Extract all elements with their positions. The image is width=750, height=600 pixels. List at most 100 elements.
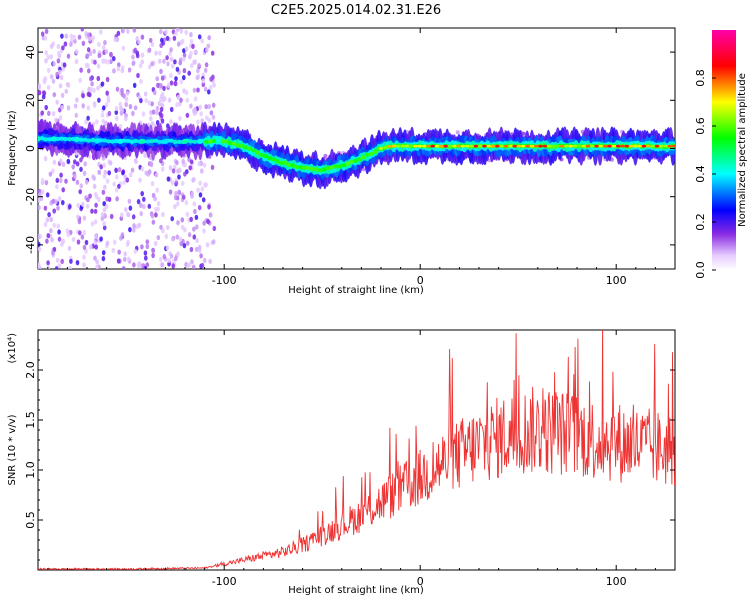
- spectrogram-noise-point: [212, 82, 216, 88]
- spectrogram-noise-point: [177, 190, 182, 196]
- spectrogram-noise-point: [49, 228, 53, 234]
- spectrogram-peak-point: [616, 144, 621, 148]
- spectrogram-noise-point: [58, 69, 62, 75]
- spectrogram-noise-point: [82, 170, 87, 176]
- spectrogram-ridge-cell: [266, 155, 272, 161]
- spectrogram-ridge-cell: [207, 139, 214, 144]
- spectrogram-noise-point: [140, 191, 144, 197]
- spectrogram-ridge-cell: [278, 160, 284, 165]
- spectrogram-noise-point: [139, 98, 143, 104]
- snr-x-axis-label: Height of straight line (km): [288, 585, 424, 596]
- spectrogram-noise-point: [102, 105, 106, 111]
- spectrogram-noise-point: [145, 170, 149, 176]
- spectrogram-noise-point: [112, 239, 117, 245]
- spectrogram-noise-point: [79, 157, 83, 163]
- spectrogram-noise-point: [185, 240, 190, 246]
- spectrogram-noise-point: [189, 63, 194, 69]
- spectrogram-peak-point: [215, 138, 222, 144]
- spectrogram-noise-point: [90, 208, 94, 214]
- spectrogram-noise-point: [62, 62, 67, 68]
- spectrogram-noise-point: [82, 244, 87, 250]
- spectrogram-noise-point: [77, 219, 82, 225]
- spectrogram-noise-point: [160, 102, 165, 108]
- spectrogram-noise-point: [123, 256, 127, 262]
- spectrogram-noise-point: [133, 248, 138, 254]
- spectrogram-noise-point: [95, 264, 99, 269]
- spectrogram-noise-point: [159, 29, 163, 35]
- spectrogram-ridge-cell: [156, 139, 163, 144]
- snr-y-tick-label: 1.0: [24, 461, 37, 479]
- spectrogram-noise-point: [134, 159, 138, 165]
- spectrogram-noise-point: [101, 45, 106, 51]
- snr-x-tick-label: 100: [606, 575, 627, 588]
- spectrogram-peak-point: [486, 144, 491, 148]
- spectrogram-noise-point: [175, 160, 179, 166]
- spectrogram-noise-point: [144, 97, 148, 103]
- spectrogram-noise-point: [103, 40, 107, 46]
- spectrogram-peak-point: [490, 144, 496, 148]
- spectrogram-noise-point: [84, 239, 89, 246]
- spectrogram-peak-point: [603, 144, 608, 148]
- spectrogram-noise-point: [125, 90, 130, 96]
- spectrogram-peak-point: [559, 144, 565, 148]
- spectrogram-peak-point: [508, 144, 513, 148]
- spectrogram-x-tick-label: 100: [606, 274, 627, 287]
- spectrogram-noise-point: [166, 61, 170, 67]
- colorbar-tick-label: 0.2: [694, 213, 707, 231]
- spectrogram-noise-point: [204, 62, 209, 68]
- spectrogram-noise-point: [64, 88, 69, 94]
- spectrogram-noise-point: [128, 227, 132, 233]
- spectrogram-peak-point: [404, 144, 410, 148]
- colorbar-gradient: [712, 30, 736, 270]
- spectrogram-x-ticks: -100 0 100: [47, 28, 676, 287]
- spectrogram-noise-point: [153, 196, 157, 202]
- spectrogram-noise-point: [205, 47, 209, 53]
- spectrogram-ridge-cell: [227, 140, 233, 145]
- spectrogram-noise-point: [103, 184, 107, 190]
- spectrogram-noise-point: [196, 187, 200, 193]
- spectrogram-noise-point: [58, 83, 63, 89]
- spectrogram-noise-point: [128, 205, 133, 211]
- spectrogram-noise-point: [105, 240, 110, 246]
- spectrogram-noise-point: [124, 96, 129, 102]
- spectrogram-noise-point: [208, 85, 213, 91]
- spectrogram-noise-point: [61, 161, 66, 167]
- spectrogram-noise-point: [57, 263, 62, 269]
- snr-x-tick-label: 0: [417, 575, 424, 588]
- spectrogram-noise-point: [178, 236, 183, 242]
- spectrogram-noise-point: [192, 226, 196, 232]
- spectrogram-noise-point: [124, 101, 128, 108]
- spectrogram-noise-point: [52, 61, 56, 67]
- spectrogram-noise-point: [174, 180, 179, 186]
- spectrogram-ridge-cell: [286, 162, 292, 167]
- spectrogram-noise-point: [168, 189, 173, 195]
- spectrogram-noise-point: [66, 158, 71, 164]
- spectrogram-noise-point: [158, 58, 162, 64]
- spectrogram-noise-point: [86, 32, 91, 38]
- spectrogram-noise-point: [71, 164, 75, 170]
- spectrogram-noise-point: [72, 34, 76, 41]
- spectrogram-peak-point: [447, 144, 453, 148]
- spectrogram-noise-point: [86, 115, 90, 121]
- spectrogram-noise-point: [206, 43, 211, 49]
- spectrogram-noise-point: [79, 183, 83, 189]
- spectrogram-noise-point: [101, 58, 105, 64]
- spectrogram-noise-point: [159, 68, 163, 74]
- spectrogram-peak-point: [94, 138, 101, 144]
- spectrogram-peak-point: [542, 144, 548, 148]
- spectrogram-ridge-cell: [329, 165, 335, 170]
- spectrogram-noise-point: [204, 104, 208, 110]
- spectrogram-noise-point: [122, 93, 126, 99]
- spectrogram-peak-point: [383, 146, 388, 149]
- spectrogram-noise-point: [116, 30, 121, 36]
- spectrogram-noise-point: [82, 215, 87, 221]
- spectrogram-noise-point: [87, 68, 91, 74]
- spectrogram-noise-point: [188, 165, 192, 171]
- spectrogram-noise-point: [210, 164, 215, 170]
- spectrogram-noise-point: [94, 244, 98, 250]
- spectrogram-noise-point: [455, 130, 460, 135]
- spectrogram-noise-point: [116, 66, 121, 72]
- spectrogram-noise-point: [197, 62, 201, 68]
- spectrogram-noise-point: [116, 258, 121, 264]
